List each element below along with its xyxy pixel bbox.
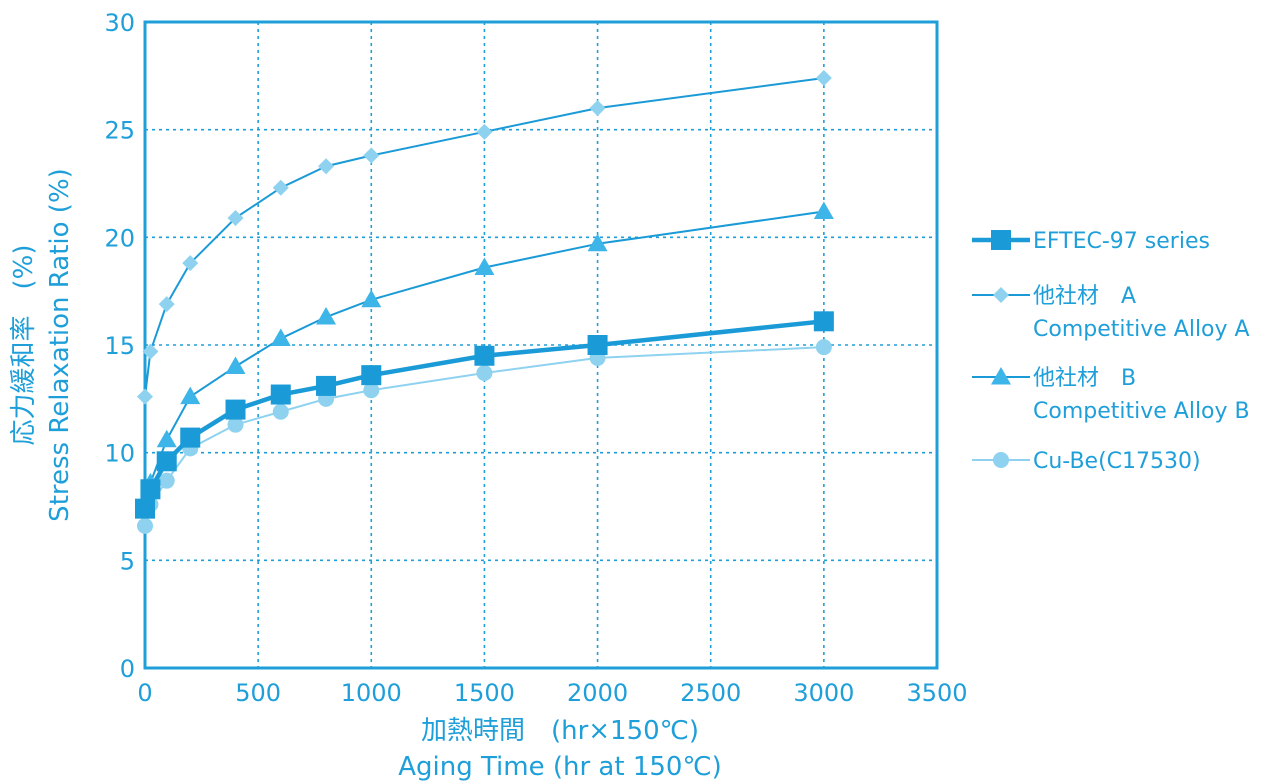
data-point: [142, 343, 159, 360]
y-tick-label: 0: [120, 655, 135, 683]
legend-item: 他社材 A Competitive Alloy A: [972, 284, 1250, 342]
legend-marker: [993, 287, 1009, 303]
x-axis-ticks: 0 500 1000 1500 2000 2500 3000 3500: [137, 679, 967, 707]
data-point: [587, 335, 608, 355]
x-tick-label: 0: [137, 679, 152, 707]
legend-label: 他社材 B: [1033, 366, 1136, 391]
x-axis-title-jp: 加熱時間 (hr×150℃): [421, 716, 699, 746]
data-point: [270, 328, 291, 347]
y-axis-ticks: 0 5 10 15 20 25 30: [104, 9, 135, 683]
y-tick-label: 5: [120, 547, 135, 575]
x-tick-label: 3500: [906, 679, 967, 707]
data-point: [180, 386, 201, 405]
data-point: [815, 69, 832, 86]
legend-label: Competitive Alloy B: [1033, 399, 1250, 424]
data-point: [182, 255, 199, 272]
data-point: [180, 427, 201, 448]
data-point: [225, 399, 246, 420]
data-point: [140, 479, 161, 500]
plot-frame: [143, 20, 939, 670]
legend-label: Competitive Alloy A: [1033, 317, 1250, 342]
y-tick-label: 20: [104, 224, 135, 252]
legend-item: EFTEC-97 series: [972, 229, 1210, 254]
data-point: [589, 100, 606, 117]
legend-label: Cu-Be(C17530): [1033, 449, 1201, 474]
data-point: [474, 257, 495, 275]
data-point: [156, 451, 177, 472]
data-point: [363, 382, 380, 399]
data-point: [363, 147, 380, 164]
x-tick-label: 1000: [341, 679, 402, 707]
legend-label: 他社材 A: [1033, 284, 1136, 309]
legend-marker: [991, 367, 1011, 385]
data-point: [316, 307, 337, 325]
data-point: [474, 345, 495, 366]
legend-marker: [991, 230, 1011, 250]
data-point: [137, 517, 153, 534]
x-axis-title-en: Aging Time (hr at 150℃): [398, 752, 722, 782]
y-tick-label: 15: [104, 332, 135, 360]
data-point: [361, 289, 382, 308]
y-axis-title-en: Stress Relaxation Ratio (%): [45, 168, 75, 522]
data-point: [135, 498, 155, 519]
data-point: [272, 179, 289, 196]
x-tick-label: 2000: [567, 679, 628, 707]
y-tick-label: 30: [104, 9, 135, 37]
data-point: [316, 375, 337, 396]
data-point: [158, 296, 175, 313]
y-tick-label: 25: [104, 117, 135, 145]
x-tick-label: 500: [235, 679, 281, 707]
x-tick-label: 1500: [454, 679, 515, 707]
data-point: [587, 233, 608, 252]
x-tick-label: 3000: [793, 679, 854, 707]
data-point: [270, 384, 291, 405]
data-point: [813, 311, 834, 332]
data-point: [815, 339, 832, 356]
x-tick-label: 2500: [680, 679, 741, 707]
series-2: [137, 69, 832, 405]
data-point: [813, 201, 834, 219]
y-axis-title-jp: 応力緩和率 (%): [9, 245, 39, 446]
legend-label: EFTEC-97 series: [1033, 229, 1210, 254]
data-point: [361, 365, 382, 386]
data-point: [227, 209, 244, 226]
data-point: [227, 416, 244, 433]
legend-item: Cu-Be(C17530): [972, 449, 1201, 474]
series-layer: [135, 69, 834, 534]
data-point: [476, 364, 493, 381]
data-point: [156, 429, 177, 448]
data-point: [137, 388, 153, 405]
data-point: [476, 123, 493, 140]
y-tick-label: 10: [104, 440, 135, 468]
data-point: [225, 356, 246, 375]
data-point: [318, 158, 335, 175]
data-point: [158, 472, 175, 489]
data-point: [272, 403, 289, 420]
series-1: [135, 311, 834, 519]
legend-item: 他社材 B Competitive Alloy B: [972, 366, 1250, 424]
legend-marker: [993, 452, 1009, 468]
